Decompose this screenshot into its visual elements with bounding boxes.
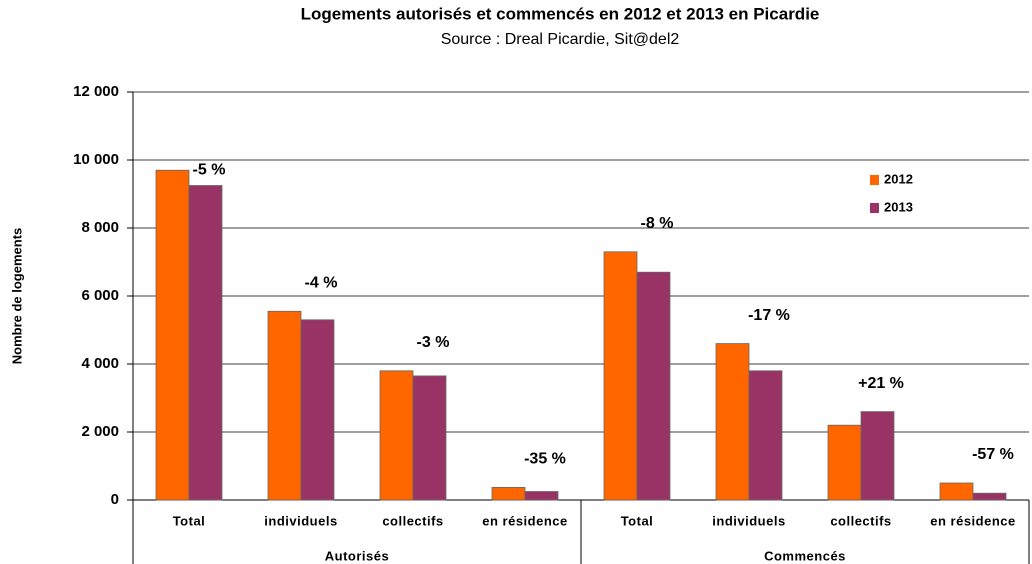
x-tick-label: Total <box>621 513 654 528</box>
bar <box>972 492 1007 501</box>
x-tick-label: individuels <box>712 513 785 528</box>
legend-label: 2013 <box>884 199 913 214</box>
y-tick-label: 2 000 <box>81 423 119 440</box>
bar <box>267 310 302 501</box>
annotation: -3 % <box>417 334 450 351</box>
bar <box>188 185 223 501</box>
annotation: -17 % <box>748 307 790 324</box>
group-label: Autorisés <box>325 548 389 563</box>
annotation: -57 % <box>972 446 1014 463</box>
chart-title: Logements autorisés et commencés en 2012… <box>301 4 820 23</box>
bar <box>715 343 750 501</box>
y-tick-label: 6 000 <box>81 287 119 304</box>
bar <box>636 271 671 501</box>
x-tick-label: collectifs <box>382 513 443 528</box>
bar <box>827 424 862 501</box>
x-tick-label: individuels <box>264 513 337 528</box>
bar <box>300 319 335 501</box>
legend-swatch <box>870 203 879 213</box>
x-tick-label: en résidence <box>930 513 1016 528</box>
x-tick-label: collectifs <box>830 513 891 528</box>
bar <box>524 491 559 501</box>
x-tick-label: Total <box>173 513 206 528</box>
legend-label: 2012 <box>884 171 913 186</box>
bar <box>939 482 974 501</box>
annotation: -5 % <box>193 161 226 178</box>
y-tick-label: 10 000 <box>73 151 119 168</box>
annotation: -35 % <box>524 451 566 468</box>
bar <box>748 370 783 501</box>
y-tick-label: 12 000 <box>73 83 119 100</box>
y-tick-label: 0 <box>111 491 119 508</box>
legend-swatch <box>870 175 879 185</box>
annotation: +21 % <box>858 375 904 392</box>
annotation: -8 % <box>641 215 674 232</box>
group-label: Commencés <box>764 548 846 563</box>
bar <box>379 370 414 501</box>
annotation: -4 % <box>305 275 338 292</box>
y-axis-label: Nombre de logements <box>9 228 24 365</box>
bar <box>860 411 895 501</box>
x-tick-label: en résidence <box>482 513 568 528</box>
chart-subtitle: Source : Dreal Picardie, Sit@del2 <box>441 31 680 48</box>
y-tick-label: 8 000 <box>81 219 119 236</box>
bar <box>491 487 526 501</box>
bar <box>412 375 447 501</box>
bar <box>603 251 638 501</box>
y-tick-label: 4 000 <box>81 355 119 372</box>
bar <box>155 169 190 501</box>
